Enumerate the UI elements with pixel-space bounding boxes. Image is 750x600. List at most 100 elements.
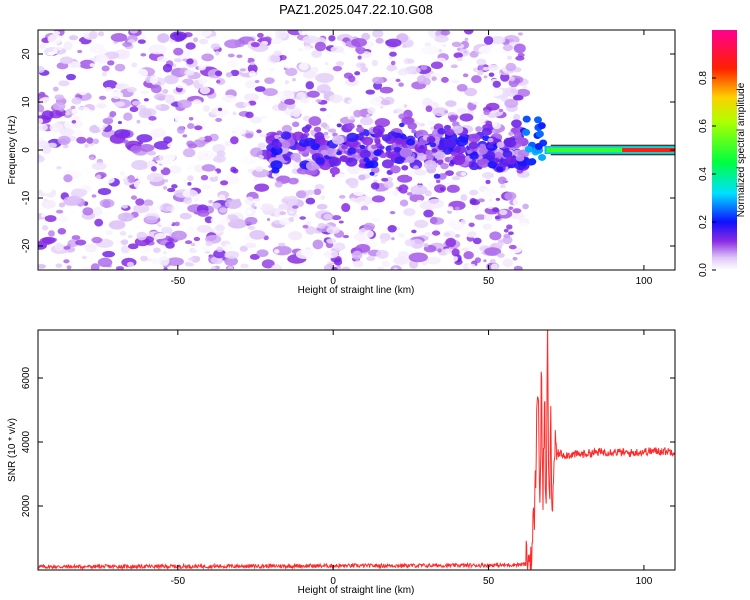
spectrogram-noise-blob: [434, 34, 449, 43]
spectrogram-noise-blob: [398, 184, 409, 194]
spectrogram-noise-blob: [94, 218, 104, 227]
spectrogram-noise-blob: [70, 105, 76, 109]
spectrogram-noise-blob: [305, 189, 315, 196]
spectrogram-noise-blob: [217, 107, 223, 112]
spectrogram-noise-blob: [214, 224, 226, 232]
spectrogram-noise-blob: [461, 247, 469, 252]
spectrogram-noise-blob: [157, 33, 170, 43]
spectrogram-noise-blob: [298, 30, 309, 36]
spectrogram-noise-blob: [316, 84, 331, 94]
spectrogram-band-blob: [478, 147, 488, 155]
spectrogram-noise-blob: [222, 94, 237, 103]
spectrogram-noise-blob: [198, 38, 209, 45]
spectrogram-noise-blob: [416, 199, 423, 205]
spectrogram-band-blob: [313, 126, 322, 133]
spectrogram-noise-blob: [140, 90, 150, 95]
spectrogram-noise-blob: [212, 154, 226, 163]
spectrogram-noise-blob: [288, 210, 295, 214]
spectrogram-noise-blob: [489, 231, 502, 241]
spectrogram-noise-blob: [425, 256, 441, 265]
spectrogram-noise-blob: [250, 116, 262, 124]
spectrogram-noise-blob: [38, 66, 45, 73]
spectrogram-noise-blob: [349, 197, 357, 203]
spectrogram-band-blob: [426, 135, 436, 143]
spectrogram-noise-blob: [431, 76, 437, 81]
spectrogram-noise-blob: [148, 115, 157, 121]
spectrogram-noise-blob: [478, 64, 484, 70]
spectrogram-noise-blob: [357, 55, 362, 60]
spectrogram-noise-blob: [456, 108, 467, 114]
spectrogram-noise-blob: [109, 110, 117, 118]
spectrogram-noise-blob: [163, 74, 179, 85]
spectrogram-noise-blob: [404, 239, 416, 247]
spectrogram-noise-blob: [442, 230, 456, 239]
spectrogram-band-blob: [452, 155, 466, 166]
spectrogram-band-blob: [341, 144, 348, 150]
spectrogram-noise-blob: [239, 245, 248, 252]
spectrogram-noise-blob: [258, 155, 264, 160]
spectrogram-noise-blob: [465, 183, 476, 191]
spectrogram-noise-blob: [241, 155, 257, 165]
spectrogram-band-blob: [468, 133, 481, 143]
spectrogram-noise-blob: [154, 232, 167, 240]
spectrogram-noise-blob: [47, 34, 63, 44]
spectrogram-noise-blob: [188, 117, 194, 121]
spectrogram-noise-blob: [304, 45, 311, 51]
spectrogram-noise-blob: [225, 72, 233, 78]
spectrogram-band-blob: [411, 129, 417, 134]
spectrogram-burst-blob: [534, 143, 543, 151]
spectrogram-noise-blob: [313, 188, 322, 196]
spectrogram-band-blob: [496, 141, 505, 148]
spectrogram-noise-blob: [38, 123, 48, 132]
spectrogram-band-blob: [405, 156, 415, 164]
colorbar-ticks: 0.0 0.2 0.4 0.6 0.8: [698, 71, 716, 277]
spectrogram-noise-blob: [471, 75, 482, 84]
spectrogram-noise-blob: [277, 102, 288, 111]
spectrogram-noise-blob: [105, 229, 114, 236]
spectrogram-noise-blob: [244, 196, 255, 206]
spectrogram-noise-blob: [196, 224, 212, 233]
spectrogram-noise-blob: [254, 79, 260, 84]
spectrogram-band-blob: [381, 159, 394, 169]
spectrogram-noise-blob: [366, 256, 376, 262]
spectrogram-noise-blob: [194, 30, 212, 38]
spectrogram-noise-blob: [98, 126, 105, 131]
carrier-reference-lines: [550, 144, 675, 156]
spectrogram-noise-blob: [101, 71, 108, 77]
spectrogram-noise-blob: [469, 115, 487, 124]
spectrogram-noise-blob: [299, 97, 310, 104]
spectrogram-noise-blob: [338, 220, 344, 224]
spectrogram-noise-blob: [477, 198, 485, 203]
spectrogram-noise-blob: [398, 82, 404, 87]
snr-x-tick-label: -50: [171, 576, 186, 587]
spectrogram-noise-blob: [43, 46, 58, 56]
spectrogram-noise-blob: [435, 179, 441, 184]
colorbar-tick-label: 0.2: [698, 215, 709, 229]
spectrogram-noise-blob: [499, 209, 508, 216]
spectrogram-band-blob: [450, 151, 457, 156]
spectrogram-band-blob: [363, 157, 370, 163]
spectrogram-noise-blob: [500, 187, 507, 192]
spectrogram-band-blob: [398, 122, 405, 128]
spectrogram-band-blob: [481, 127, 492, 136]
spectrogram-noise-blob: [245, 208, 252, 215]
spectrogram-noise-blob: [224, 243, 234, 250]
spectrogram-noise-blob: [198, 77, 208, 85]
spectrogram-noise-blob: [38, 118, 44, 124]
spectrogram-y-tick-label: 0: [21, 147, 32, 153]
spectrogram-noise-blob: [123, 112, 133, 121]
spectrogram-noise-blob: [193, 236, 201, 242]
spectrogram-noise-blob: [383, 180, 394, 189]
spectrogram-noise-blob: [316, 203, 328, 210]
spectrogram-band-blob: [299, 134, 308, 141]
spectrogram-noise-blob: [404, 66, 421, 75]
spectrogram-noise-blob: [215, 50, 220, 56]
spectrogram-noise-blob: [197, 155, 203, 161]
spectrogram-noise-blob: [388, 56, 393, 60]
spectrogram-noise-blob: [264, 96, 271, 101]
spectrogram-noise-blob: [240, 263, 249, 269]
spectrogram-band-blob: [323, 161, 331, 167]
spectrogram-noise-blob: [374, 118, 391, 128]
spectrogram-noise-blob: [350, 115, 355, 120]
spectrogram-band-blob: [328, 157, 342, 167]
